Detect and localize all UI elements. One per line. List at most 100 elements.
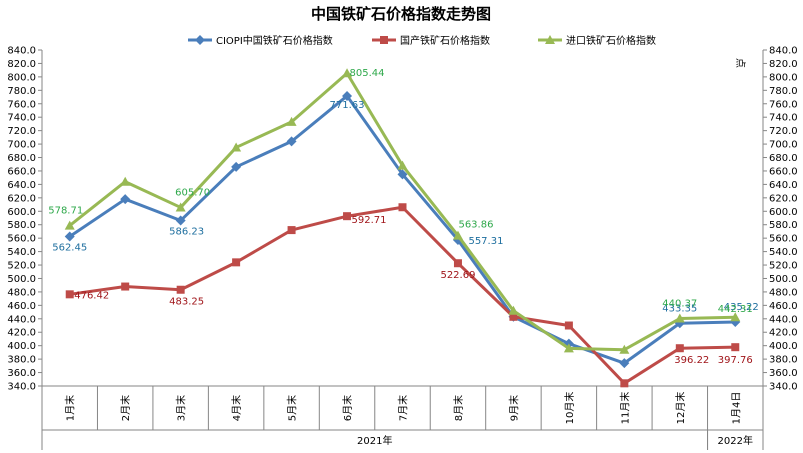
legend-marker bbox=[545, 35, 555, 44]
y-tick-label-left: 400.0 bbox=[7, 341, 36, 352]
data-point bbox=[64, 220, 75, 230]
category-label: 3月末 bbox=[175, 395, 188, 421]
data-point bbox=[675, 344, 684, 353]
series-0 bbox=[64, 90, 741, 369]
y-tick-label-right: 540.0 bbox=[769, 247, 798, 258]
y-tick-label-left: 380.0 bbox=[7, 355, 36, 366]
axes: 340.0 340.0 360.0 360.0 380.0 380.0 400.0 400.0… bbox=[7, 46, 798, 450]
data-labels: 562.45 586.23 771.63 557.31 433.35 435.22 476.… bbox=[48, 68, 759, 366]
category-label: 10月末 bbox=[563, 392, 576, 425]
data-label: 805.44 bbox=[350, 68, 385, 79]
data-label: 522.69 bbox=[440, 270, 475, 281]
y-tick-label-right: 720.0 bbox=[769, 126, 798, 137]
legend: CIOPI中国铁矿石价格指数 国产铁矿石价格指数 进口铁矿石价格指数 bbox=[188, 34, 656, 47]
category-label: 11月末 bbox=[618, 392, 631, 425]
data-point bbox=[286, 116, 297, 126]
y-tick-label-left: 800.0 bbox=[7, 72, 36, 83]
y-tick-label-right: 400.0 bbox=[769, 341, 798, 352]
data-label: 435.22 bbox=[724, 302, 759, 313]
data-label: 586.23 bbox=[169, 227, 204, 238]
data-label: 578.71 bbox=[48, 206, 83, 217]
data-point bbox=[120, 194, 131, 205]
data-point bbox=[398, 203, 407, 212]
legend-entry: 进口铁矿石价格指数 bbox=[566, 34, 656, 47]
data-point bbox=[343, 212, 352, 221]
y-tick-label-left: 720.0 bbox=[7, 126, 36, 137]
y-tick-label-right: 420.0 bbox=[769, 328, 798, 339]
data-label: 397.76 bbox=[718, 355, 753, 366]
legend-marker bbox=[195, 35, 205, 45]
y-tick-label-left: 640.0 bbox=[7, 180, 36, 191]
y-tick-label-right: 800.0 bbox=[769, 72, 798, 83]
y-tick-label-left: 620.0 bbox=[7, 193, 36, 204]
y-tick-label-right: 560.0 bbox=[769, 234, 798, 245]
data-label: 771.63 bbox=[330, 100, 365, 111]
data-point bbox=[342, 68, 353, 78]
data-point bbox=[175, 215, 186, 226]
data-point bbox=[509, 312, 518, 321]
y-tick-label-left: 780.0 bbox=[7, 86, 36, 97]
y-tick-label-left: 480.0 bbox=[7, 287, 36, 298]
data-point bbox=[232, 258, 241, 267]
data-label: 592.71 bbox=[352, 215, 387, 226]
category-label: 12月末 bbox=[674, 392, 687, 425]
data-point bbox=[120, 176, 131, 186]
data-point bbox=[231, 142, 242, 152]
category-label: 1月4日 bbox=[730, 392, 742, 425]
category-label: 9月末 bbox=[507, 395, 520, 421]
data-point bbox=[564, 321, 573, 330]
y-tick-label-left: 700.0 bbox=[7, 140, 36, 151]
data-point bbox=[287, 226, 296, 235]
y-tick-label-right: 660.0 bbox=[769, 166, 798, 177]
data-point bbox=[286, 136, 297, 147]
data-point bbox=[563, 343, 574, 353]
data-label: 440.37 bbox=[662, 299, 697, 310]
y-tick-label-right: 700.0 bbox=[769, 140, 798, 151]
y-tick-label-left: 820.0 bbox=[7, 59, 36, 70]
data-label: 605.70 bbox=[175, 187, 210, 198]
data-point bbox=[452, 230, 463, 240]
y-tick-label-right: 620.0 bbox=[769, 193, 798, 204]
y-tick-label-left: 500.0 bbox=[7, 274, 36, 285]
data-label: 433.35 bbox=[662, 303, 697, 314]
series-layer bbox=[64, 68, 741, 388]
y-tick-label-right: 760.0 bbox=[769, 99, 798, 110]
y-tick-label-right: 460.0 bbox=[769, 301, 798, 312]
data-point bbox=[731, 343, 740, 352]
y-tick-label-left: 520.0 bbox=[7, 261, 36, 272]
data-point bbox=[674, 313, 685, 323]
data-label: 442.31 bbox=[718, 304, 753, 315]
category-label: 1月末 bbox=[64, 395, 77, 421]
category-label: 6月末 bbox=[341, 395, 354, 421]
data-label: 396.22 bbox=[674, 355, 709, 366]
data-point bbox=[65, 290, 74, 299]
data-label: 563.86 bbox=[458, 220, 493, 231]
data-point bbox=[342, 90, 353, 101]
y-tick-label-right: 640.0 bbox=[769, 180, 798, 191]
y-tick-label-right: 380.0 bbox=[769, 355, 798, 366]
category-label: 2月末 bbox=[119, 395, 132, 421]
data-point bbox=[175, 202, 186, 212]
y-tick-label-left: 340.0 bbox=[7, 382, 36, 393]
y-tick-label-right: 580.0 bbox=[769, 220, 798, 231]
y-tick-label-left: 420.0 bbox=[7, 328, 36, 339]
y-tick-label-right: 440.0 bbox=[769, 314, 798, 325]
data-point bbox=[453, 259, 462, 268]
category-label: 5月末 bbox=[286, 395, 299, 421]
legend-entry: 国产铁矿石价格指数 bbox=[400, 34, 490, 47]
y-tick-label-left: 840.0 bbox=[7, 46, 36, 57]
y-tick-label-left: 560.0 bbox=[7, 234, 36, 245]
y-tick-label-right: 840.0 bbox=[769, 46, 798, 57]
y-tick-label-left: 440.0 bbox=[7, 314, 36, 325]
category-label: 8月末 bbox=[452, 395, 465, 421]
y-tick-label-right: 360.0 bbox=[769, 368, 798, 379]
y-tick-label-left: 760.0 bbox=[7, 99, 36, 110]
data-point bbox=[231, 161, 242, 172]
data-point bbox=[64, 231, 75, 242]
y-tick-label-left: 600.0 bbox=[7, 207, 36, 218]
y-tick-label-right: 480.0 bbox=[769, 287, 798, 298]
data-label: 483.25 bbox=[169, 297, 204, 308]
y-tick-label-left: 460.0 bbox=[7, 301, 36, 312]
legend-entry: CIOPI中国铁矿石价格指数 bbox=[216, 34, 333, 47]
